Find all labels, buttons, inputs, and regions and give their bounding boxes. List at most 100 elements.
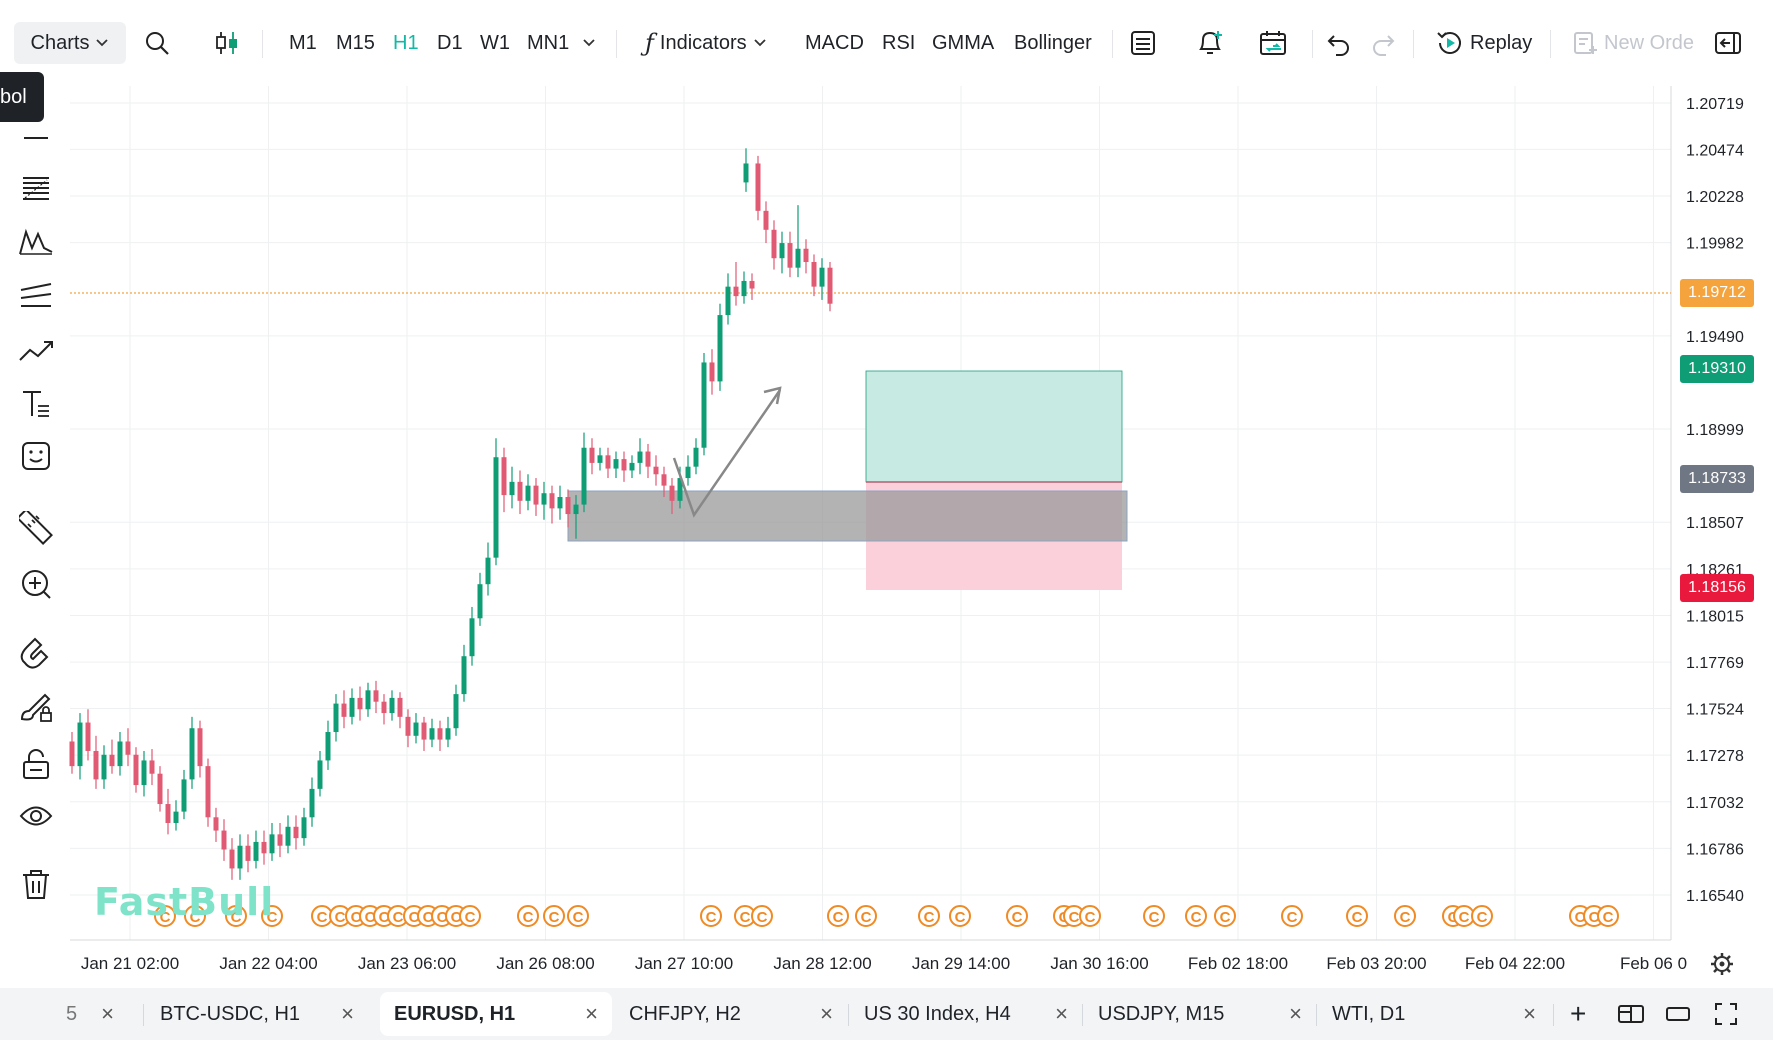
- gmma-shortcut[interactable]: GMMA: [932, 31, 995, 54]
- candle: [93, 735, 99, 789]
- text-icon: [23, 391, 49, 417]
- visibility-tool[interactable]: [16, 796, 56, 836]
- close-icon[interactable]: ×: [341, 1001, 354, 1026]
- timeframe-m1[interactable]: M1: [289, 31, 317, 54]
- rsi-shortcut[interactable]: RSI: [882, 31, 916, 54]
- time-tick-label: Jan 27 10:00: [635, 954, 733, 973]
- fullscreen-button[interactable]: [1714, 992, 1744, 1036]
- replay-button[interactable]: Replay: [1436, 22, 1532, 64]
- timeframe-m15[interactable]: M15: [336, 31, 375, 54]
- timeframe-h1[interactable]: H1: [393, 31, 419, 54]
- candle: [819, 258, 825, 300]
- candle: [69, 732, 75, 774]
- svg-text:C: C: [1575, 909, 1586, 926]
- fib-levels-tool[interactable]: [16, 168, 56, 208]
- price-chart[interactable]: 1.20719 1.20474 1.20228 1.19982 1.19490 1.189…: [0, 0, 1773, 988]
- tab-eurusd[interactable]: EURUSD, H1 ×: [380, 992, 612, 1036]
- collapse-panel-button[interactable]: [1714, 22, 1742, 64]
- single-layout-button[interactable]: [1666, 992, 1696, 1036]
- economic-event-marker: C: [261, 905, 283, 927]
- close-icon[interactable]: ×: [585, 1001, 598, 1026]
- search-button[interactable]: [144, 22, 170, 64]
- svg-text:C: C: [1352, 909, 1363, 926]
- charts-menu-button[interactable]: Charts: [14, 22, 126, 64]
- undo-button[interactable]: [1326, 22, 1352, 64]
- candle: [621, 451, 627, 482]
- unlock-tool[interactable]: [16, 744, 56, 784]
- magnet-tool[interactable]: [16, 634, 56, 674]
- tab-usdjpy[interactable]: USDJPY, M15 ×: [1098, 1001, 1302, 1026]
- trend-line-tool[interactable]: [16, 330, 56, 370]
- economic-event-marker: C: [543, 905, 565, 927]
- fullscreen-icon: [1715, 1003, 1737, 1025]
- candle: [277, 822, 283, 858]
- candle: [749, 273, 755, 300]
- replay-icon: [1437, 32, 1461, 54]
- economic-event-marker: C: [1063, 905, 1085, 927]
- candle: [517, 470, 523, 515]
- top-toolbar: Charts M1 M15 H1 D1 W1 MN1 ƒ Indicators …: [0, 0, 1773, 86]
- text-tool[interactable]: [16, 384, 56, 424]
- chevron-down-icon: [753, 39, 766, 47]
- more-timeframes-button[interactable]: [582, 22, 596, 64]
- candle: [429, 718, 435, 748]
- time-tick-label: Jan 23 06:00: [358, 954, 456, 973]
- price-tick-label: 1.18015: [1686, 608, 1744, 625]
- tab-btc-usdc[interactable]: BTC-USDC, H1 ×: [160, 1001, 354, 1026]
- candle: [533, 478, 539, 516]
- alert-button[interactable]: [1196, 22, 1224, 64]
- candle: [309, 777, 315, 827]
- parallel-channel-tool[interactable]: [16, 276, 56, 316]
- close-icon[interactable]: ×: [1523, 1001, 1536, 1026]
- chart-type-button[interactable]: [214, 22, 240, 64]
- close-icon[interactable]: ×: [1289, 1001, 1302, 1026]
- bollinger-shortcut[interactable]: Bollinger: [1014, 31, 1092, 54]
- svg-text:C: C: [231, 909, 242, 926]
- tab-wti[interactable]: WTI, D1 ×: [1332, 1001, 1536, 1026]
- projection-arrow-head: [763, 386, 782, 405]
- svg-text:C: C: [861, 909, 872, 926]
- chart-settings-icon[interactable]: [1711, 953, 1733, 975]
- candle: [613, 451, 619, 479]
- candle: [389, 690, 395, 721]
- tab-partial[interactable]: 5 ×: [66, 1001, 114, 1026]
- economic-event-marker: C: [154, 905, 176, 927]
- tab-chfjpy[interactable]: CHFJPY, H2 ×: [629, 1001, 833, 1026]
- indicators-button[interactable]: ƒ Indicators: [645, 22, 767, 64]
- tab-us30[interactable]: US 30 Index, H4 ×: [864, 1001, 1068, 1026]
- time-tick-label: Jan 30 16:00: [1050, 954, 1148, 973]
- ruler-tool[interactable]: [16, 508, 56, 548]
- layout-button[interactable]: [1130, 22, 1156, 64]
- candle: [317, 750, 323, 797]
- candle: [149, 749, 155, 786]
- pattern-tool[interactable]: [16, 222, 56, 262]
- horizontal-line-tool[interactable]: [16, 112, 56, 152]
- candle: [589, 438, 595, 475]
- timeframe-mn1[interactable]: MN1: [527, 31, 570, 54]
- timeframe-w1[interactable]: W1: [480, 31, 510, 54]
- calendar-button[interactable]: [1259, 22, 1287, 64]
- candle: [581, 432, 587, 513]
- redo-button[interactable]: [1370, 22, 1396, 64]
- svg-text:C: C: [393, 909, 404, 926]
- emoji-tool[interactable]: [16, 436, 56, 476]
- price-tick-label: 1.17032: [1686, 795, 1744, 812]
- zoom-tool[interactable]: [16, 564, 56, 604]
- timeframe-d1[interactable]: D1: [437, 31, 463, 54]
- delete-drawings-tool[interactable]: [16, 864, 56, 904]
- candle: [269, 822, 275, 861]
- brush-lock-tool[interactable]: [16, 688, 56, 728]
- close-icon[interactable]: ×: [101, 1001, 114, 1026]
- new-order-button[interactable]: New Orde: [1572, 22, 1694, 64]
- candle: [733, 262, 739, 306]
- svg-text:C: C: [267, 909, 278, 926]
- split-layout-button[interactable]: [1618, 992, 1648, 1036]
- add-tab-button[interactable]: +: [1570, 992, 1600, 1036]
- macd-shortcut[interactable]: MACD: [805, 31, 864, 54]
- close-icon[interactable]: ×: [1055, 1001, 1068, 1026]
- candle: [141, 750, 147, 797]
- economic-event-marker: C: [1394, 905, 1416, 927]
- candle: [661, 466, 667, 498]
- close-icon[interactable]: ×: [820, 1001, 833, 1026]
